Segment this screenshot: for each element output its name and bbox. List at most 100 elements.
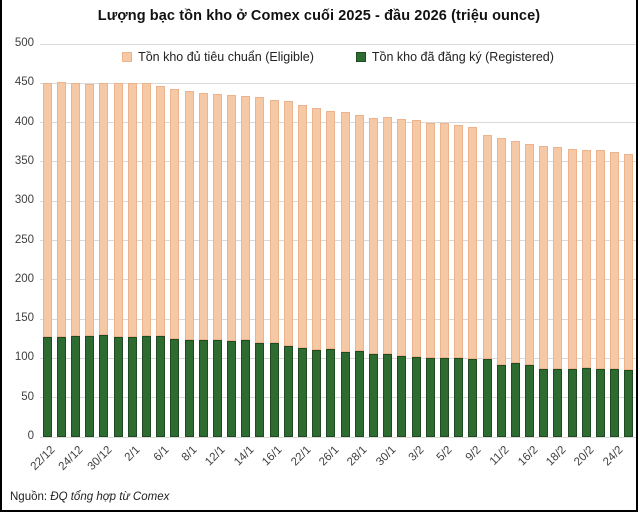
bar-registered (553, 368, 563, 437)
x-tick-label: 24/12 (57, 444, 86, 473)
y-tick-label: 150 (14, 312, 34, 325)
bar-registered (127, 337, 137, 437)
bar-eligible (567, 149, 577, 369)
bar-eligible (141, 83, 151, 337)
y-tick-label: 200 (14, 272, 34, 285)
bar-registered (354, 350, 364, 437)
x-tick-label: 8/1 (179, 444, 200, 464)
x-tick-label: 14/1 (231, 444, 257, 469)
bar-registered (326, 348, 336, 437)
y-tick-label: 100 (14, 351, 34, 364)
bar-registered (454, 358, 464, 437)
bar-registered (198, 339, 208, 437)
legend-item-eligible: Tồn kho đủ tiêu chuẩn (Eligible) (122, 50, 314, 64)
bar-registered (397, 356, 407, 437)
x-tick-label: 30/12 (85, 444, 115, 473)
bar-eligible (298, 105, 308, 349)
y-axis-labels: 0 50 100 150 200 250 300 350 400 450 500 (2, 37, 34, 442)
x-tick-label: 6/1 (151, 444, 172, 464)
plot-area (40, 43, 636, 438)
source-text: ĐQ tổng hợp từ Comex (50, 491, 170, 503)
bar-registered (269, 343, 279, 437)
bar-eligible (610, 152, 620, 370)
gridline (40, 161, 636, 163)
bar-registered (99, 334, 109, 437)
eligible-swatch (122, 52, 133, 62)
x-tick-label: 18/2 (544, 444, 569, 469)
legend-label-registered: Tồn kho đã đăng ký (Registered) (371, 50, 554, 64)
bar-registered (113, 337, 123, 437)
bar-eligible (241, 95, 251, 340)
y-tick-label: 300 (14, 194, 34, 207)
legend-item-registered: Tồn kho đã đăng ký (Registered) (355, 50, 554, 64)
x-tick-label: 28/1 (345, 444, 370, 469)
x-tick-label: 20/2 (572, 444, 597, 469)
source-prefix: Nguồn: (10, 491, 48, 503)
bar-eligible (70, 82, 80, 337)
bar-eligible (283, 101, 293, 346)
bar-registered (241, 339, 251, 437)
registered-swatch (355, 52, 366, 62)
bar-registered (184, 339, 194, 437)
bar-registered (496, 364, 506, 437)
bar-registered (70, 336, 80, 437)
x-tick-label: 12/1 (203, 444, 228, 469)
y-tick-label: 500 (14, 37, 34, 49)
y-tick-label: 0 (27, 430, 34, 442)
bar-eligible (212, 94, 222, 340)
bar-registered (510, 363, 520, 437)
bar-registered (170, 338, 180, 437)
y-tick-label: 400 (14, 115, 34, 128)
bar-registered (411, 356, 421, 437)
bar-registered (539, 368, 549, 437)
bar-eligible (482, 135, 492, 360)
gridline (40, 240, 636, 241)
bar-eligible (326, 110, 336, 349)
bar-eligible (354, 114, 364, 351)
bar-registered (425, 357, 435, 437)
bar-registered (156, 336, 166, 437)
bar-eligible (184, 91, 194, 340)
bar-registered (56, 337, 66, 437)
x-tick-label: 5/2 (435, 444, 455, 464)
bar-eligible (42, 82, 52, 338)
gridline (40, 200, 636, 202)
x-tick-label: 30/1 (373, 444, 399, 469)
bar-registered (439, 358, 449, 437)
x-tick-label: 24/2 (600, 444, 626, 469)
bar-registered (610, 369, 620, 437)
bar-eligible (127, 82, 137, 338)
bar-registered (525, 364, 535, 437)
bar-eligible (425, 122, 435, 358)
bar-registered (368, 353, 378, 437)
bar-eligible (510, 140, 520, 364)
legend-label-eligible: Tồn kho đủ tiêu chuẩn (Eligible) (138, 50, 314, 64)
bar-series (40, 44, 636, 437)
x-tick-label: 16/2 (515, 444, 541, 469)
bar-eligible (468, 126, 478, 360)
x-tick-label: 3/2 (406, 444, 427, 464)
bar-registered (298, 348, 308, 437)
bar-eligible (56, 81, 66, 338)
bar-registered (581, 367, 591, 437)
bar-eligible (496, 137, 506, 365)
legend: Tồn kho đủ tiêu chuẩn (Eligible) Tồn kho… (40, 50, 636, 64)
bar-registered (468, 359, 478, 437)
bar-eligible (170, 88, 180, 339)
bar-registered (596, 368, 606, 437)
x-tick-label: 16/1 (260, 444, 285, 469)
x-tick-label: 9/2 (463, 444, 484, 464)
bar-registered (482, 359, 492, 437)
gridline (40, 318, 636, 320)
bar-eligible (198, 92, 208, 340)
gridline (40, 357, 636, 359)
bar-eligible (439, 123, 449, 359)
bar-registered (312, 349, 322, 437)
bar-eligible (255, 96, 265, 343)
y-tick-label: 450 (14, 76, 34, 89)
bar-eligible (383, 117, 393, 355)
bar-registered (141, 336, 151, 437)
bar-eligible (397, 118, 407, 357)
chart-title: Lượng bạc tồn kho ở Comex cuối 2025 - đầ… (97, 8, 541, 24)
bar-eligible (624, 154, 634, 371)
